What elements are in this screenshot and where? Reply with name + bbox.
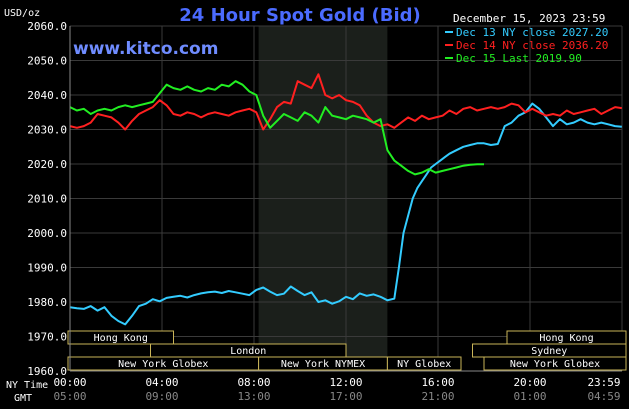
legend-entry: Dec 15 Last 2019.90 — [456, 52, 582, 65]
series-line-2 — [69, 73, 622, 131]
y-tick-label: 2060.0 — [27, 20, 67, 33]
unit-label: USD/oz — [4, 8, 40, 19]
session-label: Sydney — [531, 346, 567, 357]
timestamp: December 15, 2023 23:59 — [453, 12, 605, 25]
series-line-3 — [69, 80, 484, 176]
axes: 1960.0 1970.0 1980.0 1990.0 2000.0 2010.0 2020… — [27, 20, 622, 403]
session-label: London — [230, 346, 266, 357]
chart-title: 24 Hour Spot Gold (Bid) — [179, 5, 420, 26]
y-tick-label: 1970.0 — [27, 331, 67, 344]
y-tick-label: 1980.0 — [27, 296, 67, 309]
site-watermark: www.kitco.com — [73, 39, 218, 59]
y-tick-label: 2040.0 — [27, 89, 67, 102]
legend-entry: Dec 13 NY close 2027.20 — [456, 26, 608, 39]
y-tick-label: 2050.0 — [27, 55, 67, 68]
legend-entry: Dec 14 NY close 2036.20 — [456, 39, 608, 52]
ny-time-tick: 20:00 — [513, 376, 546, 389]
session-label: New York NYMEX — [281, 359, 365, 370]
session-label: Hong Kong — [539, 333, 593, 344]
session-bar — [67, 330, 174, 345]
y-tick-label: 2000.0 — [27, 227, 67, 240]
gmt-tick: 09:00 — [145, 390, 178, 403]
ny-time-label: NY Time — [6, 380, 48, 391]
session-label: New York Globex — [510, 359, 600, 370]
y-tick-label: 2030.0 — [27, 124, 67, 137]
y-tick-label: 1960.0 — [27, 365, 67, 378]
market-sessions: Hong Kong Hong Kong London Sydney New York G… — [67, 330, 627, 371]
session-bar — [386, 356, 462, 371]
ny-time-tick: 12:00 — [329, 376, 362, 389]
y-tick-label: 2010.0 — [27, 193, 67, 206]
gmt-tick: 17:00 — [329, 390, 362, 403]
ny-time-tick: 08:00 — [237, 376, 270, 389]
gmt-tick: 21:00 — [421, 390, 454, 403]
gmt-label: GMT — [14, 393, 32, 404]
ny-time-tick: 04:00 — [145, 376, 178, 389]
gmt-tick: 01:00 — [513, 390, 546, 403]
y-tick-label: 2020.0 — [27, 158, 67, 171]
ny-time-tick: 23:59 — [587, 376, 620, 389]
gmt-tick: 04:59 — [587, 390, 620, 403]
y-tick-label: 1990.0 — [27, 262, 67, 275]
gmt-tick: 05:00 — [53, 390, 86, 403]
session-label: Hong Kong — [94, 333, 148, 344]
session-bar — [483, 356, 627, 371]
gmt-tick: 13:00 — [237, 390, 270, 403]
session-label: New York Globex — [118, 359, 208, 370]
ny-time-tick: 00:00 — [53, 376, 86, 389]
series-lines — [69, 73, 622, 326]
session-label: NY Globex — [397, 359, 451, 370]
ny-time-tick: 16:00 — [421, 376, 454, 389]
